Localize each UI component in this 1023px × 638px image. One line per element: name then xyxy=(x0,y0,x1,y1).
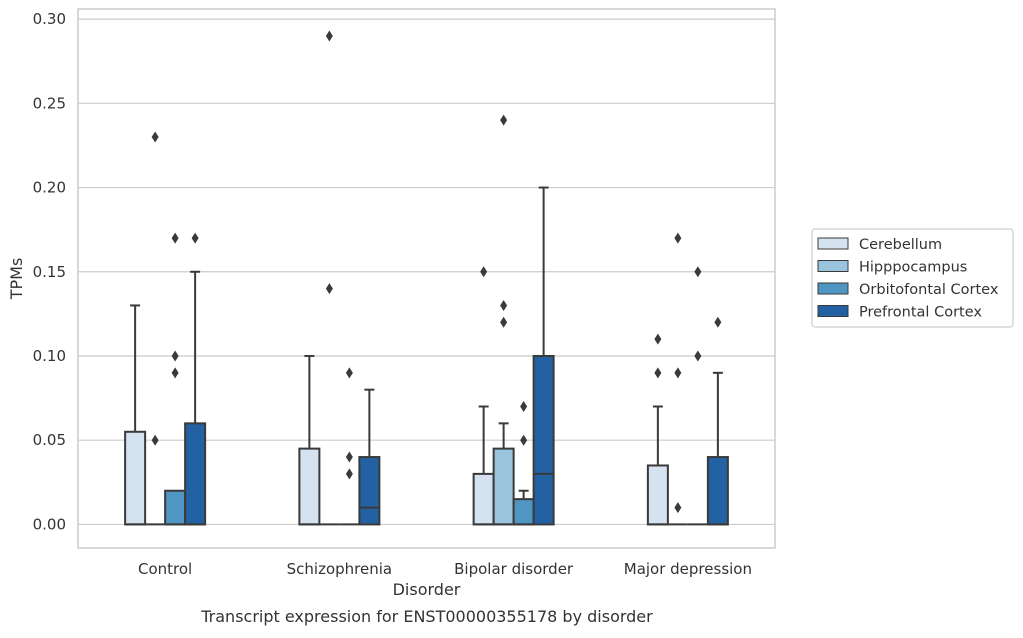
y-tick-label: 0.15 xyxy=(33,263,66,281)
outlier-point xyxy=(171,367,179,379)
legend-label: Cerebellum xyxy=(859,237,942,253)
legend-swatch xyxy=(817,305,849,317)
outlier-point xyxy=(694,266,702,278)
y-tick-label: 0.10 xyxy=(33,347,66,365)
plot-area-frame xyxy=(77,8,776,549)
box-body xyxy=(124,430,147,526)
outlier-point xyxy=(500,299,508,311)
box-body xyxy=(532,354,555,526)
box-body xyxy=(184,422,207,526)
box-orbitofontal-cortex xyxy=(687,266,708,526)
outlier-point xyxy=(500,316,508,328)
outlier-point xyxy=(191,232,199,244)
box-hipppocampus xyxy=(667,232,688,526)
box-cerebellum xyxy=(298,354,321,526)
outlier-point xyxy=(520,434,528,446)
legend-label: Orbitofontal Cortex xyxy=(859,282,999,298)
legend-swatch xyxy=(817,282,849,295)
x-tick-label: Major depression xyxy=(624,560,752,578)
outlier-point xyxy=(325,30,333,42)
box-hipppocampus xyxy=(319,30,340,526)
y-axis-ticks: 0.00 0.05 0.10 0.15 0.20 0.25 0.30 xyxy=(33,10,66,533)
outlier-point xyxy=(151,434,159,446)
outlier-point xyxy=(345,367,353,379)
grid-layer xyxy=(78,18,775,526)
y-tick-label: 0.25 xyxy=(33,94,66,112)
box-body xyxy=(492,447,515,526)
outlier-point xyxy=(171,350,179,362)
box-body xyxy=(164,489,187,526)
x-tick-label: Schizophrenia xyxy=(287,560,392,578)
x-axis-title: Disorder xyxy=(393,580,461,599)
outlier-point xyxy=(520,401,528,413)
box-orbitofontal-cortex xyxy=(512,401,535,526)
outlier-point xyxy=(714,316,722,328)
chart-caption: Transcript expression for ENST0000035517… xyxy=(200,607,653,626)
box-cerebellum xyxy=(124,304,147,526)
box-body xyxy=(706,456,729,526)
y-tick-label: 0.30 xyxy=(33,10,66,28)
x-axis-ticks: Control Schizophrenia Bipolar disorder Majo… xyxy=(138,560,752,578)
outlier-point xyxy=(674,502,682,514)
outlier-point xyxy=(345,451,353,463)
outlier-point xyxy=(151,131,159,143)
box-layer xyxy=(124,30,729,526)
box-body xyxy=(512,498,535,526)
box-hipppocampus xyxy=(492,114,515,526)
box-prefrontal-cortex xyxy=(184,232,207,526)
legend-frame xyxy=(811,228,1014,328)
box-cerebellum xyxy=(646,333,669,526)
outlier-point xyxy=(345,468,353,480)
box-prefrontal-cortex xyxy=(706,316,729,526)
x-tick-label: Bipolar disorder xyxy=(454,560,574,578)
outlier-point xyxy=(171,232,179,244)
box-hipppocampus xyxy=(145,131,166,526)
box-cerebellum xyxy=(472,266,495,526)
box-body xyxy=(358,456,381,526)
outlier-point xyxy=(654,367,662,379)
outlier-point xyxy=(325,283,333,295)
legend-swatch xyxy=(817,237,849,250)
outlier-point xyxy=(654,333,662,345)
legend-swatch xyxy=(817,260,849,272)
y-axis-title: TPMs xyxy=(7,258,26,301)
box-body xyxy=(646,464,669,526)
box-prefrontal-cortex xyxy=(532,186,555,526)
box-body xyxy=(472,472,495,526)
box-body xyxy=(298,447,321,526)
box-orbitofontal-cortex xyxy=(339,367,360,526)
x-tick-label: Control xyxy=(138,560,192,578)
outlier-point xyxy=(674,367,682,379)
y-tick-label: 0.00 xyxy=(33,515,66,533)
outlier-point xyxy=(500,114,508,126)
y-tick-label: 0.05 xyxy=(33,431,66,449)
y-tick-label: 0.20 xyxy=(33,179,66,197)
outlier-point xyxy=(674,232,682,244)
box-orbitofontal-cortex xyxy=(164,232,187,526)
legend-label: Prefrontal Cortex xyxy=(859,305,982,321)
box-prefrontal-cortex xyxy=(358,388,381,526)
legend-label: Hipppocampus xyxy=(859,260,967,276)
legend: Cerebellum Hipppocampus Orbitofontal Corte… xyxy=(811,228,1014,328)
outlier-point xyxy=(480,266,488,278)
outlier-point xyxy=(694,350,702,362)
